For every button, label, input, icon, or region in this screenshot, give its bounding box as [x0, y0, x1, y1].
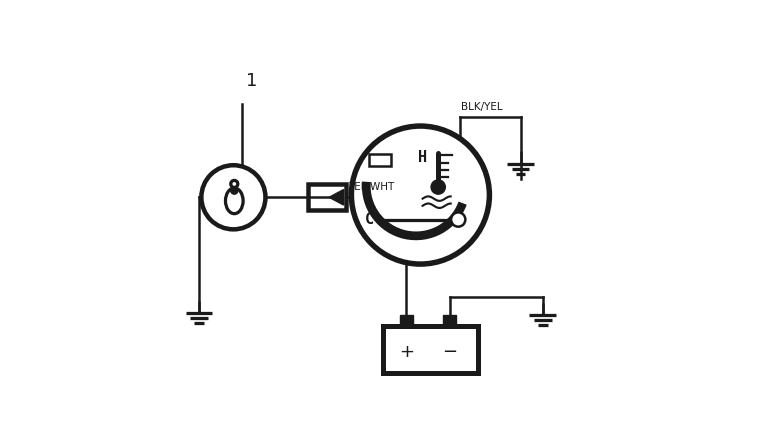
Text: −: − [442, 343, 457, 361]
Circle shape [431, 180, 445, 194]
Text: BLK/YEL: BLK/YEL [461, 102, 502, 112]
Bar [308, 185, 346, 210]
Text: C: C [365, 212, 374, 227]
Text: +: + [399, 343, 414, 361]
Bar [444, 315, 456, 327]
Bar [369, 154, 391, 166]
Circle shape [351, 126, 489, 264]
Ellipse shape [231, 181, 238, 187]
Ellipse shape [225, 188, 243, 214]
Bar [400, 315, 413, 327]
Circle shape [231, 187, 238, 194]
Text: YEL/WHT: YEL/WHT [348, 182, 394, 192]
Text: H: H [418, 150, 427, 165]
Polygon shape [329, 190, 344, 205]
Bar [382, 327, 478, 373]
Circle shape [201, 165, 265, 229]
Circle shape [451, 212, 465, 227]
Text: 1: 1 [245, 73, 257, 90]
